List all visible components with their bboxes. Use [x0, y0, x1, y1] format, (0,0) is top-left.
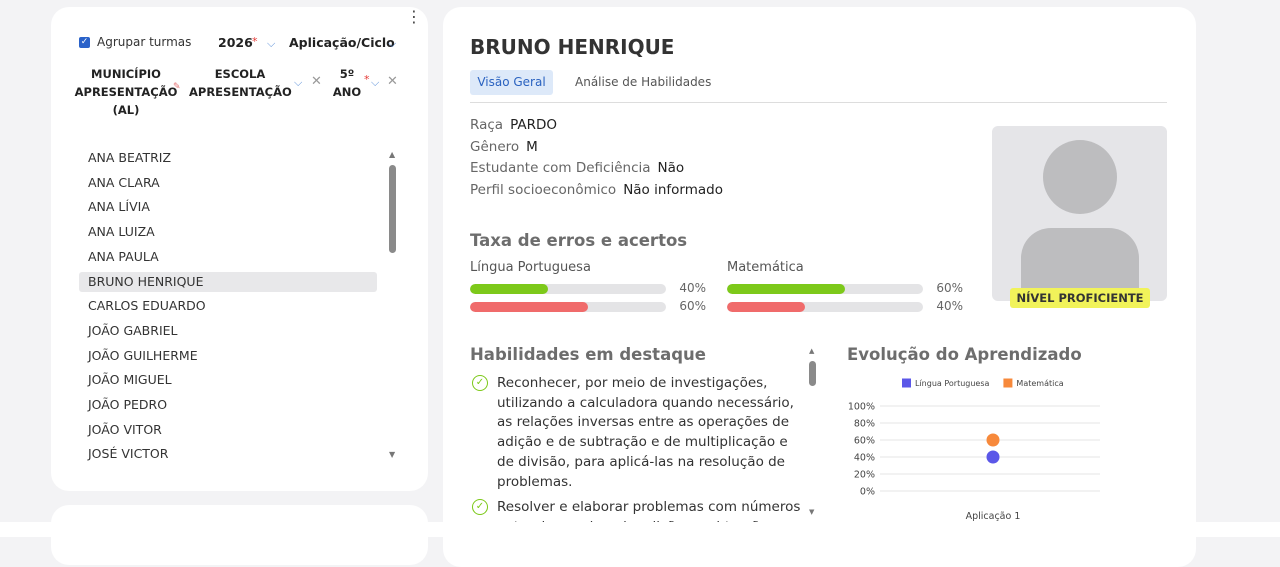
- progress-track: [727, 302, 923, 312]
- student-item[interactable]: ANA PAULA: [88, 248, 159, 264]
- chevron[interactable]: ⌵: [267, 37, 276, 50]
- skill-text: Resolver e elaborar problemas com número…: [497, 499, 801, 522]
- subject-name: Língua Portuguesa: [470, 260, 591, 275]
- cycle-select[interactable]: Aplicação/Ciclo: [289, 35, 395, 50]
- legend-label: Língua Portuguesa: [915, 379, 990, 388]
- checkbox[interactable]: ✓: [79, 37, 90, 48]
- check-icon: ✓: [472, 499, 488, 515]
- filter-card: [51, 7, 428, 491]
- scroll-down[interactable]: ▼: [389, 450, 396, 459]
- student-item[interactable]: JOÃO GUILHERME: [88, 347, 198, 363]
- field-label: Gênero: [470, 138, 520, 155]
- progress-bar: [727, 284, 845, 294]
- subject-name: Matemática: [727, 260, 804, 275]
- student-item[interactable]: JOÃO MIGUEL: [88, 372, 172, 388]
- field-label: Raça: [470, 117, 504, 133]
- progress-track: [727, 284, 923, 294]
- footer-strip: [0, 522, 1280, 537]
- municipio-select[interactable]: MUNICÍPIO APRESENTAÇÃO (AL): [74, 67, 178, 117]
- chart-title: Evolução do Aprendizado: [847, 345, 1082, 364]
- y-tick-label: 80%: [854, 419, 875, 430]
- student-item[interactable]: BRUNO HENRIQUE: [79, 271, 377, 292]
- field-value: PARDO: [510, 117, 557, 133]
- student-item[interactable]: ANA BEATRIZ: [88, 150, 172, 165]
- group-label: Agrupar turmas: [97, 35, 192, 49]
- student-item[interactable]: ANA LÍVIA: [88, 199, 150, 215]
- point: [986, 450, 1000, 464]
- legend-swatch: [902, 378, 911, 388]
- clear[interactable]: ✕: [387, 74, 398, 89]
- clear[interactable]: ✕: [311, 74, 322, 89]
- scroll-thumb[interactable]: [809, 361, 816, 386]
- student-item[interactable]: JOSÉ VICTOR: [88, 446, 169, 462]
- field-value: Não informado: [623, 182, 723, 199]
- progress-label: 60%: [679, 299, 706, 313]
- progress-track: [470, 302, 666, 312]
- divider: [470, 102, 1167, 103]
- field-label: Estudante com Deficiência: [470, 160, 651, 177]
- edit-icon[interactable]: ✎: [173, 82, 181, 92]
- progress-label: 40%: [679, 281, 706, 295]
- student-item[interactable]: JOÃO GABRIEL: [88, 322, 178, 338]
- y-tick-label: 100%: [848, 402, 875, 413]
- progress-track: [470, 284, 666, 294]
- field-value: Não: [657, 160, 685, 177]
- chevron[interactable]: ⌵: [388, 37, 397, 50]
- y-tick-label: 0%: [860, 487, 875, 498]
- scroll-up[interactable]: ▲: [809, 347, 815, 355]
- tab[interactable]: Visão Geral: [470, 70, 553, 95]
- field-value: M: [526, 138, 538, 155]
- menu[interactable]: ⋮: [406, 7, 422, 26]
- student-item[interactable]: ANA LUIZA: [88, 224, 155, 240]
- ano-select[interactable]: 5º ANO: [332, 67, 362, 99]
- legend-label: Matemática: [1016, 379, 1063, 388]
- required-mark: *: [252, 35, 258, 48]
- page: ✓ Agrupar turmas 2026 * ⌵ Aplicação/Cicl…: [0, 7, 1280, 567]
- x-tick-label: Aplicação 1: [966, 511, 1021, 522]
- legend-swatch: [1003, 378, 1013, 388]
- year-select[interactable]: 2026: [218, 35, 253, 50]
- student-item[interactable]: ANA CLARA: [88, 174, 160, 190]
- field-row: Estudante com Deficiência Não: [470, 160, 684, 176]
- progress-bar: [470, 302, 588, 312]
- field-row: Perfil socioeconômico Não informado: [470, 182, 723, 198]
- field-label: Perfil socioeconômico: [470, 182, 617, 199]
- chevron[interactable]: ⌵: [294, 76, 303, 89]
- progress-bar: [470, 284, 549, 294]
- section-title: Habilidades em destaque: [470, 345, 706, 364]
- student-item[interactable]: CARLOS EDUARDO: [88, 298, 206, 314]
- y-tick-label: 20%: [854, 470, 875, 481]
- student-item[interactable]: JOÃO VITOR: [88, 421, 162, 437]
- chevron[interactable]: ⌵: [371, 76, 380, 89]
- required-mark: *: [364, 73, 370, 86]
- scroll-down[interactable]: ▼: [809, 508, 815, 516]
- skills: ✓ Reconhecer, por meio de investigações, …: [472, 375, 801, 522]
- field-row: Gênero M: [470, 139, 538, 155]
- y-tick-label: 60%: [854, 436, 875, 447]
- y-tick-label: 40%: [854, 453, 875, 464]
- progress-label: 40%: [936, 299, 963, 313]
- section-title: Taxa de erros e acertos: [470, 231, 688, 250]
- field-row: Raça PARDO: [470, 117, 557, 133]
- progress-bar: [727, 302, 806, 312]
- escola-select[interactable]: ESCOLA APRESENTAÇÃO: [189, 67, 292, 99]
- scroll-up[interactable]: ▲: [389, 150, 396, 159]
- chart: 0% 20% 40% 60% 80% 100% Língua Portuguesa Matem…: [848, 378, 1100, 522]
- scroll-thumb[interactable]: [389, 165, 396, 253]
- check-icon: ✓: [472, 375, 488, 391]
- skill-text: Reconhecer, por meio de investigações, u…: [497, 375, 794, 490]
- student-name: BRUNO HENRIQUE: [470, 35, 675, 59]
- student-item[interactable]: JOÃO PEDRO: [88, 397, 168, 412]
- progress-label: 60%: [936, 281, 963, 295]
- point: [986, 433, 1000, 447]
- tab[interactable]: Análise de Habilidades: [575, 75, 712, 89]
- badge: NÍVEL PROFICIENTE: [1010, 288, 1150, 308]
